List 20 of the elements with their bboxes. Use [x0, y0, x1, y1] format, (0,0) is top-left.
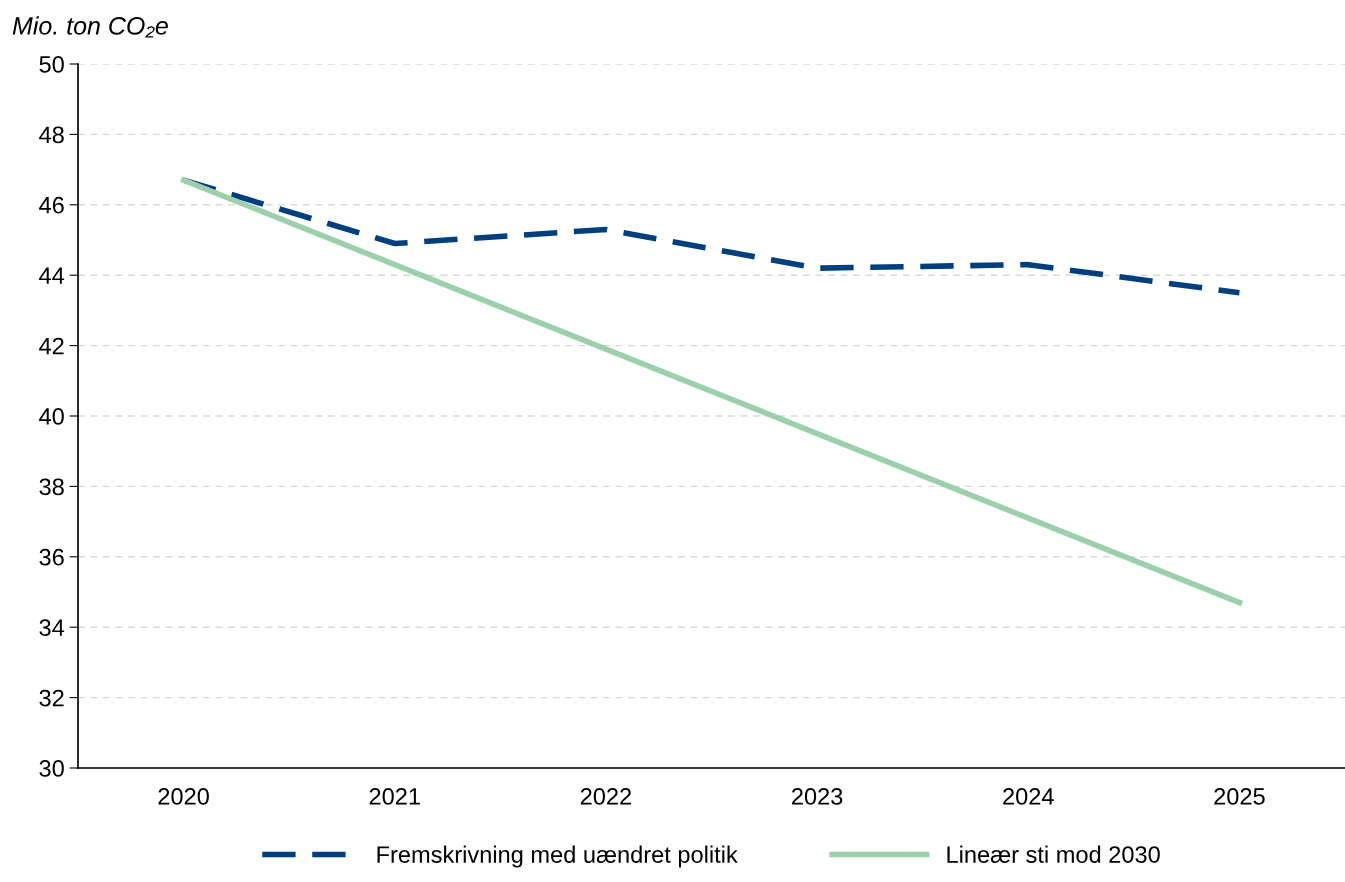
x-tick-label: 2021 [369, 788, 420, 805]
y-tick-label: 34 [39, 619, 65, 636]
y-tick-label: 30 [39, 760, 64, 777]
y-axis-title: Mio. ton CO₂e [12, 16, 168, 38]
y-tick-label: 40 [39, 408, 64, 425]
y-tick-label: 38 [39, 478, 64, 496]
x-tick-label: 2024 [1003, 788, 1054, 805]
y-tick-label: 46 [39, 196, 64, 214]
y-tick-label: 48 [39, 126, 64, 144]
y-tick-label: 36 [39, 548, 64, 566]
y-tick-label: 42 [39, 337, 64, 355]
legend-label: Fremskrivning med uændret politik [377, 845, 738, 868]
y-tick-label: 50 [39, 56, 64, 73]
x-tick-label: 2025 [1214, 788, 1265, 805]
x-tick-label: 2022 [580, 788, 631, 805]
x-tick-label: 2020 [158, 788, 209, 805]
x-tick-label: 2023 [792, 788, 843, 805]
y-tick-label: 44 [39, 267, 65, 284]
legend-label: Lineær sti mod 2030 [947, 845, 1160, 863]
y-tick-label: 32 [39, 689, 64, 707]
